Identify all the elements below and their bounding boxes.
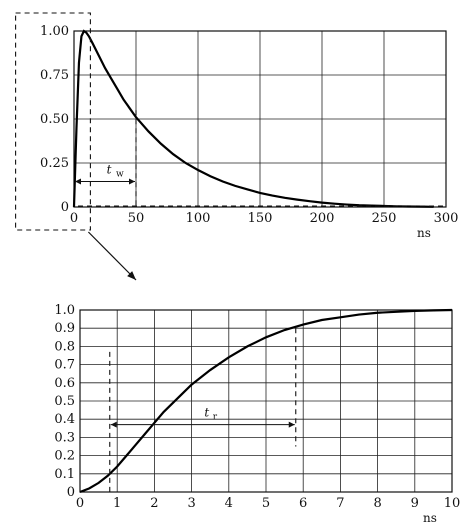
x-tick-label: 9	[411, 496, 419, 511]
rise-time-chart: 0 1 2 3 4 5 6 7 8 9 1000.10.20.30.40.50.60.70.80.9…	[54, 303, 460, 525]
arrow-head	[110, 421, 117, 428]
zoom-arrow-line	[87, 231, 137, 281]
y-tick-label: 0.5	[54, 394, 75, 409]
x-tick-label: 2	[150, 496, 158, 511]
zoom-arrow-head	[127, 271, 136, 280]
x-axis-unit: ns	[417, 226, 431, 240]
x-tick-label: 100	[186, 211, 211, 226]
x-tick-label: 200	[310, 211, 335, 226]
y-tick-label: 0.4	[54, 412, 75, 427]
arrow-head	[129, 178, 135, 185]
y-tick-label: 0.8	[54, 339, 75, 354]
x-tick-label: 250	[372, 211, 397, 226]
pulse-width-label: t	[107, 162, 112, 176]
series-line	[79, 308, 453, 494]
x-tick-label: 7	[336, 496, 344, 511]
x-tick-label: 6	[299, 496, 307, 511]
y-tick-label: 0.3	[54, 430, 75, 445]
plot-frame	[79, 309, 453, 493]
y-tick-label: 0.75	[40, 68, 69, 83]
x-tick-label: 150	[248, 211, 273, 226]
x-tick-label: 1	[113, 496, 121, 511]
rise-time-label: t	[204, 406, 209, 420]
y-tick-label: 0.50	[40, 112, 69, 127]
y-tick-label: 0.6	[54, 376, 75, 391]
y-tick-label: 0	[61, 200, 69, 215]
zoom-indicator	[15, 12, 137, 281]
y-tick-label: 0.2	[54, 449, 75, 464]
y-tick-label: 1.00	[40, 24, 69, 39]
x-tick-label: 0	[70, 211, 78, 226]
plot-frame	[73, 30, 447, 208]
y-tick-label: 1.0	[54, 303, 75, 318]
x-axis-unit: ns	[423, 511, 437, 525]
y-tick-label: 0.1	[54, 467, 75, 482]
x-tick-label: 300	[434, 211, 459, 226]
x-tick-label: 5	[262, 496, 270, 511]
x-tick-label: 8	[373, 496, 381, 511]
rise-time-subscript: r	[213, 413, 218, 423]
y-tick-label: 0	[67, 485, 75, 500]
zoom-region-box	[15, 12, 91, 231]
decay-pulse-chart: 0 50 100 150 200 250 300 0 0.25 0.50 0.75 1.00 ns t w	[40, 24, 458, 240]
pulse-width-subscript: w	[116, 169, 124, 179]
arrow-head	[288, 421, 295, 428]
arrow-head	[75, 178, 81, 185]
y-tick-label: 0.9	[54, 321, 75, 336]
x-tick-label: 0	[76, 496, 84, 511]
x-tick-label: 50	[128, 211, 145, 226]
x-tick-label: 3	[187, 496, 195, 511]
x-tick-label: 4	[225, 496, 233, 511]
x-tick-label: 10	[444, 496, 461, 511]
y-tick-label: 0.7	[54, 358, 75, 373]
y-tick-label: 0.25	[40, 156, 69, 171]
